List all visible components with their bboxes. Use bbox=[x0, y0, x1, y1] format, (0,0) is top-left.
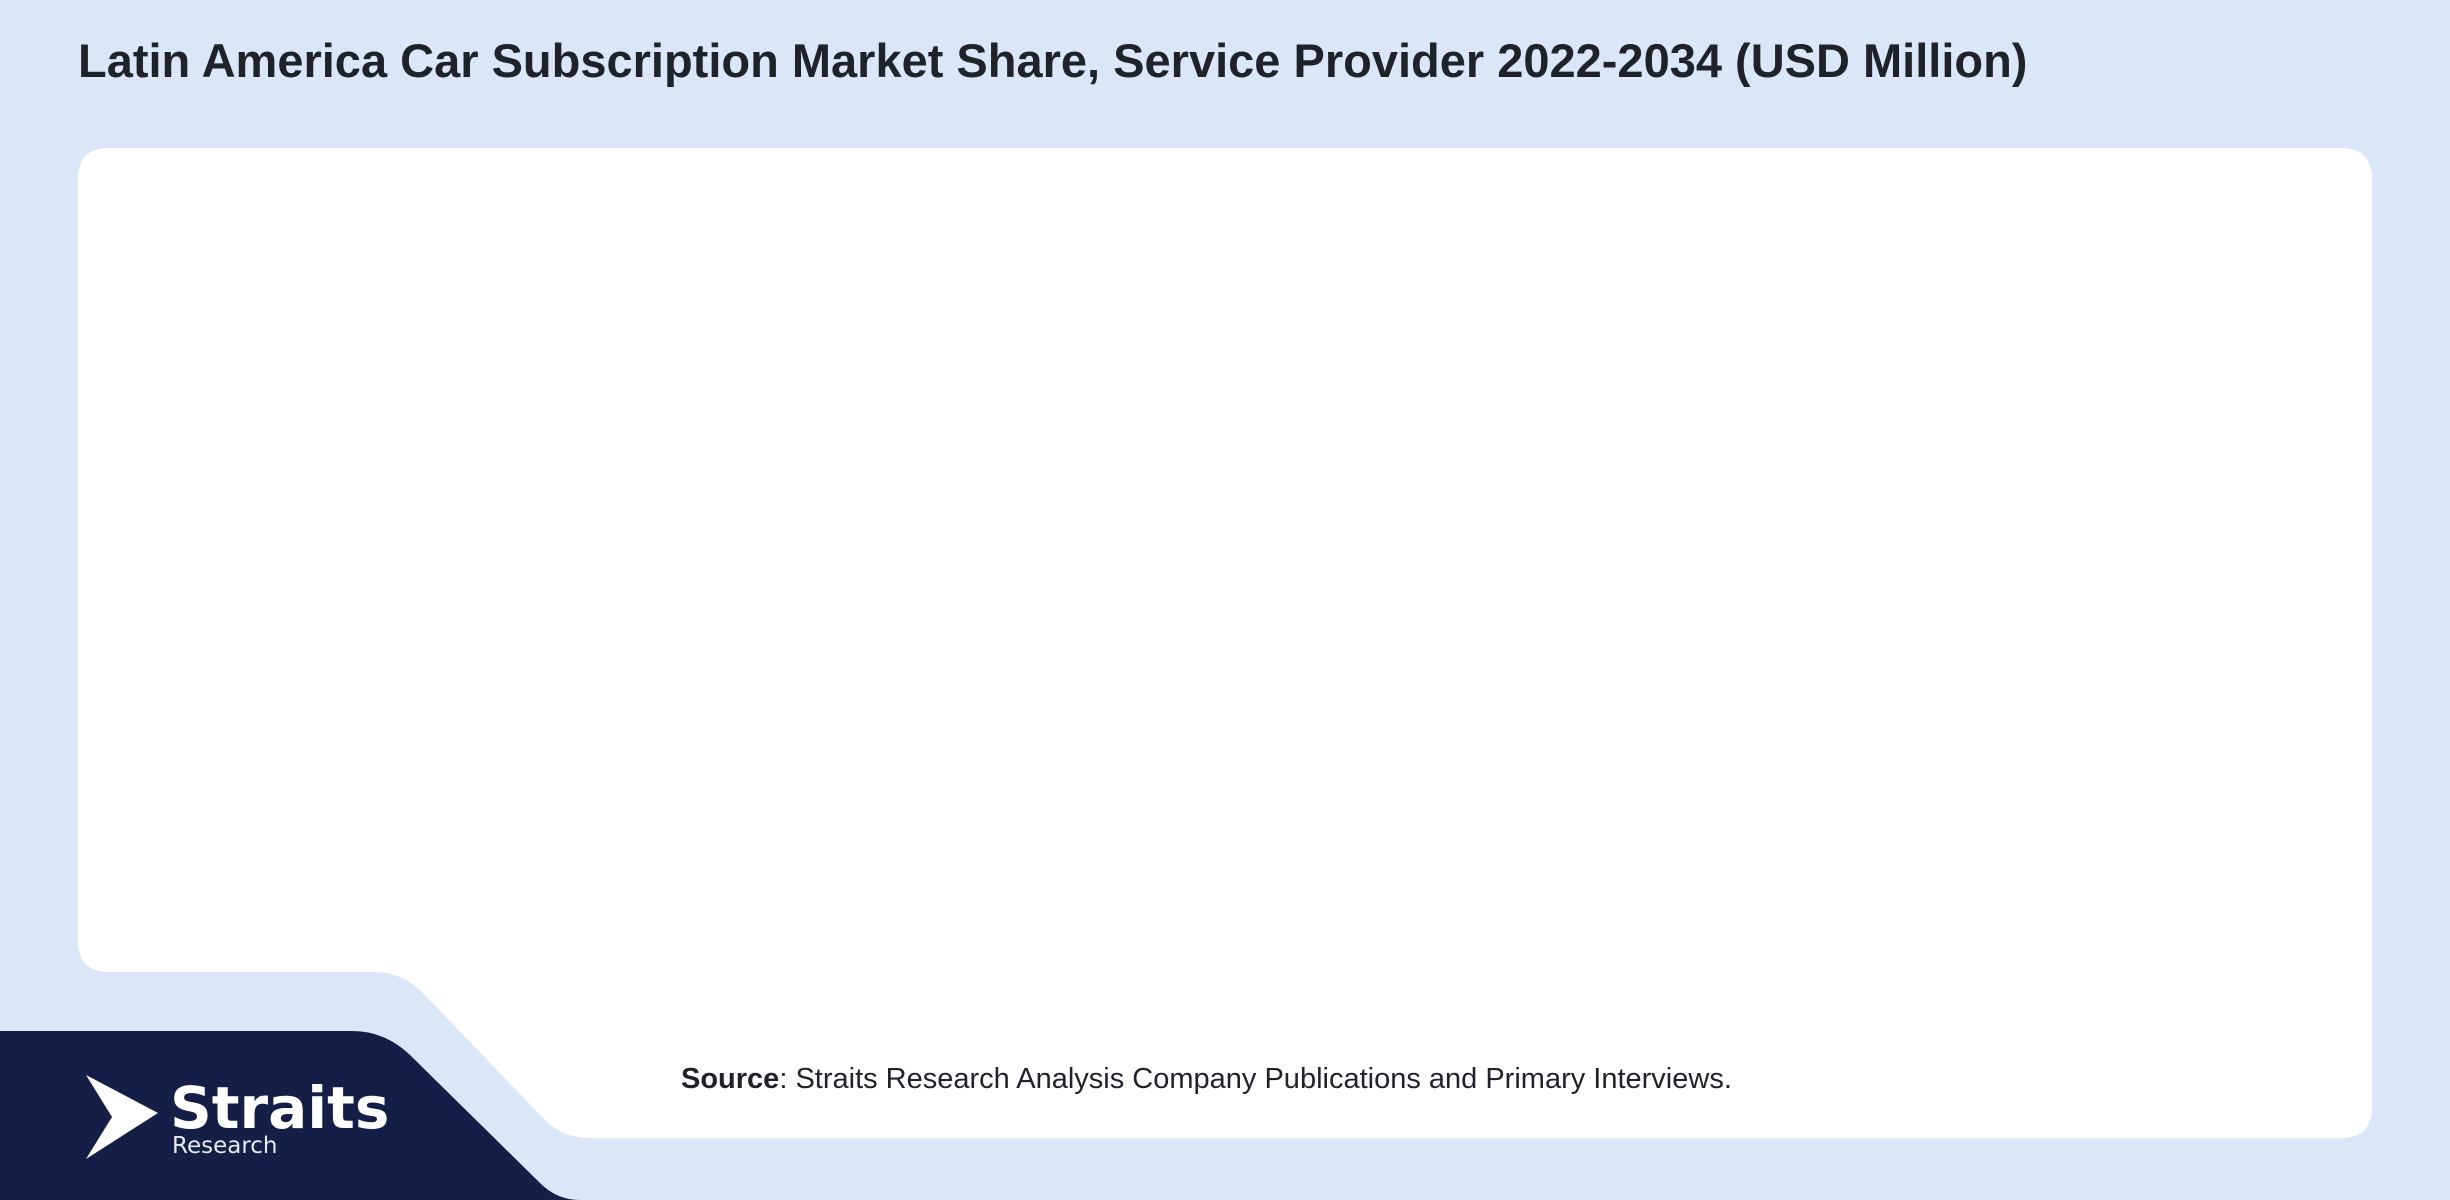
source-note: Source: Straits Research Analysis Compan… bbox=[681, 1063, 1732, 1095]
source-label: Source bbox=[681, 1063, 779, 1095]
logo-name: Straits bbox=[170, 1074, 389, 1142]
chart-title: Latin America Car Subscription Market Sh… bbox=[78, 34, 2027, 87]
logo-banner bbox=[0, 1031, 580, 1200]
logo-icon bbox=[86, 1075, 158, 1159]
logo-tagline: Research bbox=[172, 1133, 278, 1159]
chart-panel bbox=[78, 148, 2372, 1138]
source-text: : Straits Research Analysis Company Publ… bbox=[779, 1063, 1732, 1095]
